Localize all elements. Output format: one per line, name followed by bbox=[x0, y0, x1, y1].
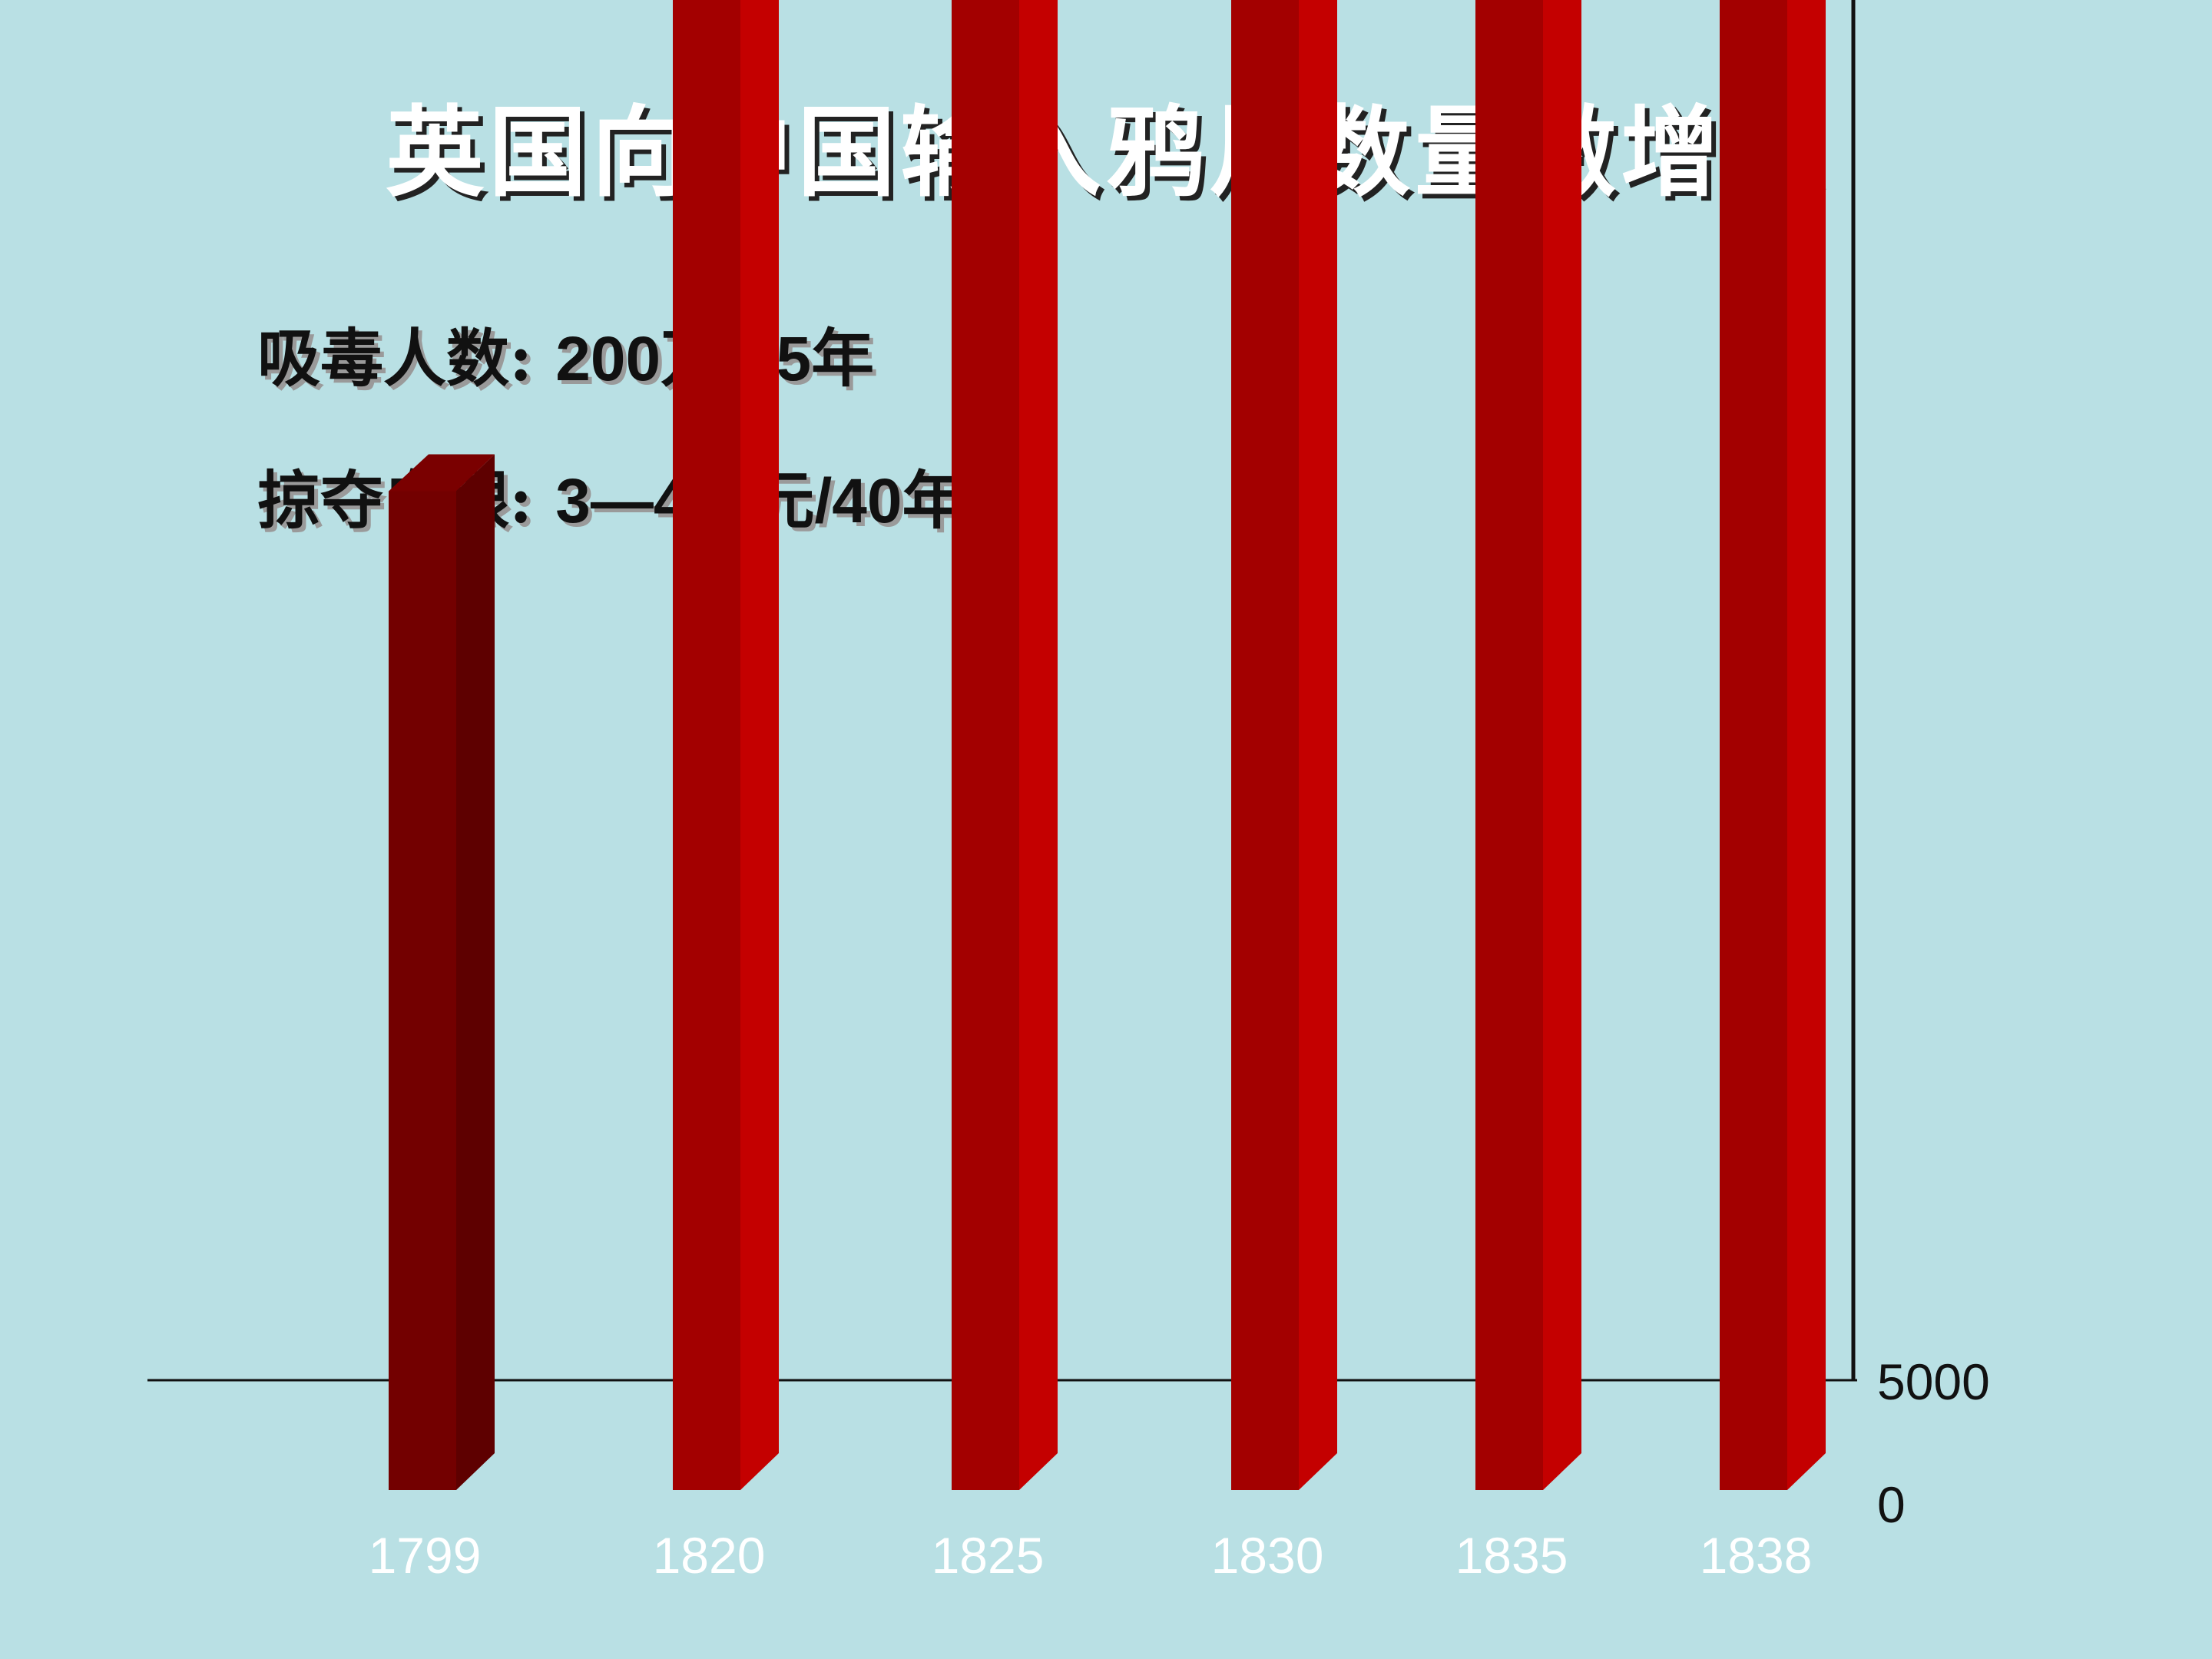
bar-side-1838 bbox=[1787, 0, 1826, 1490]
bar-top-1799 bbox=[389, 454, 495, 492]
slide-title: 英国向中国输入鸦片数量激增表 bbox=[385, 95, 1826, 210]
bar-side-1825 bbox=[1019, 0, 1058, 1490]
bar-side-1835 bbox=[1543, 0, 1581, 1490]
y-tick-0: 0 bbox=[1877, 1476, 1906, 1533]
bar-front-1838 bbox=[1720, 0, 1787, 1490]
y-tick-5000: 5000 bbox=[1877, 1353, 1990, 1410]
bar-front-1799 bbox=[389, 491, 456, 1490]
bar-1835 bbox=[1475, 0, 1581, 1490]
bar-side-1799 bbox=[456, 454, 495, 1490]
x-tick-1799: 1799 bbox=[369, 1527, 482, 1584]
bar-1830 bbox=[1231, 0, 1337, 1490]
bar-1820 bbox=[673, 0, 779, 1490]
stat-drug-users: 吸毒人数:200万/35年 bbox=[257, 307, 874, 399]
x-tick-1830: 1830 bbox=[1211, 1527, 1324, 1584]
x-tick-1835: 1835 bbox=[1455, 1527, 1568, 1584]
bar-front-1825 bbox=[952, 0, 1019, 1490]
bar-front-1820 bbox=[673, 0, 740, 1490]
bar-front-1835 bbox=[1475, 0, 1543, 1490]
bar-1799 bbox=[389, 454, 495, 1490]
bar-side-1820 bbox=[740, 0, 779, 1490]
bar-front-1830 bbox=[1231, 0, 1299, 1490]
x-tick-1820: 1820 bbox=[653, 1527, 766, 1584]
bar-1838 bbox=[1720, 0, 1826, 1490]
x-tick-1825: 1825 bbox=[932, 1527, 1045, 1584]
bar-1825 bbox=[952, 0, 1058, 1490]
bar-side-1830 bbox=[1299, 0, 1337, 1490]
stat-drug-users-label: 吸毒人数: bbox=[257, 322, 533, 396]
x-tick-1838: 1838 bbox=[1700, 1527, 1813, 1584]
